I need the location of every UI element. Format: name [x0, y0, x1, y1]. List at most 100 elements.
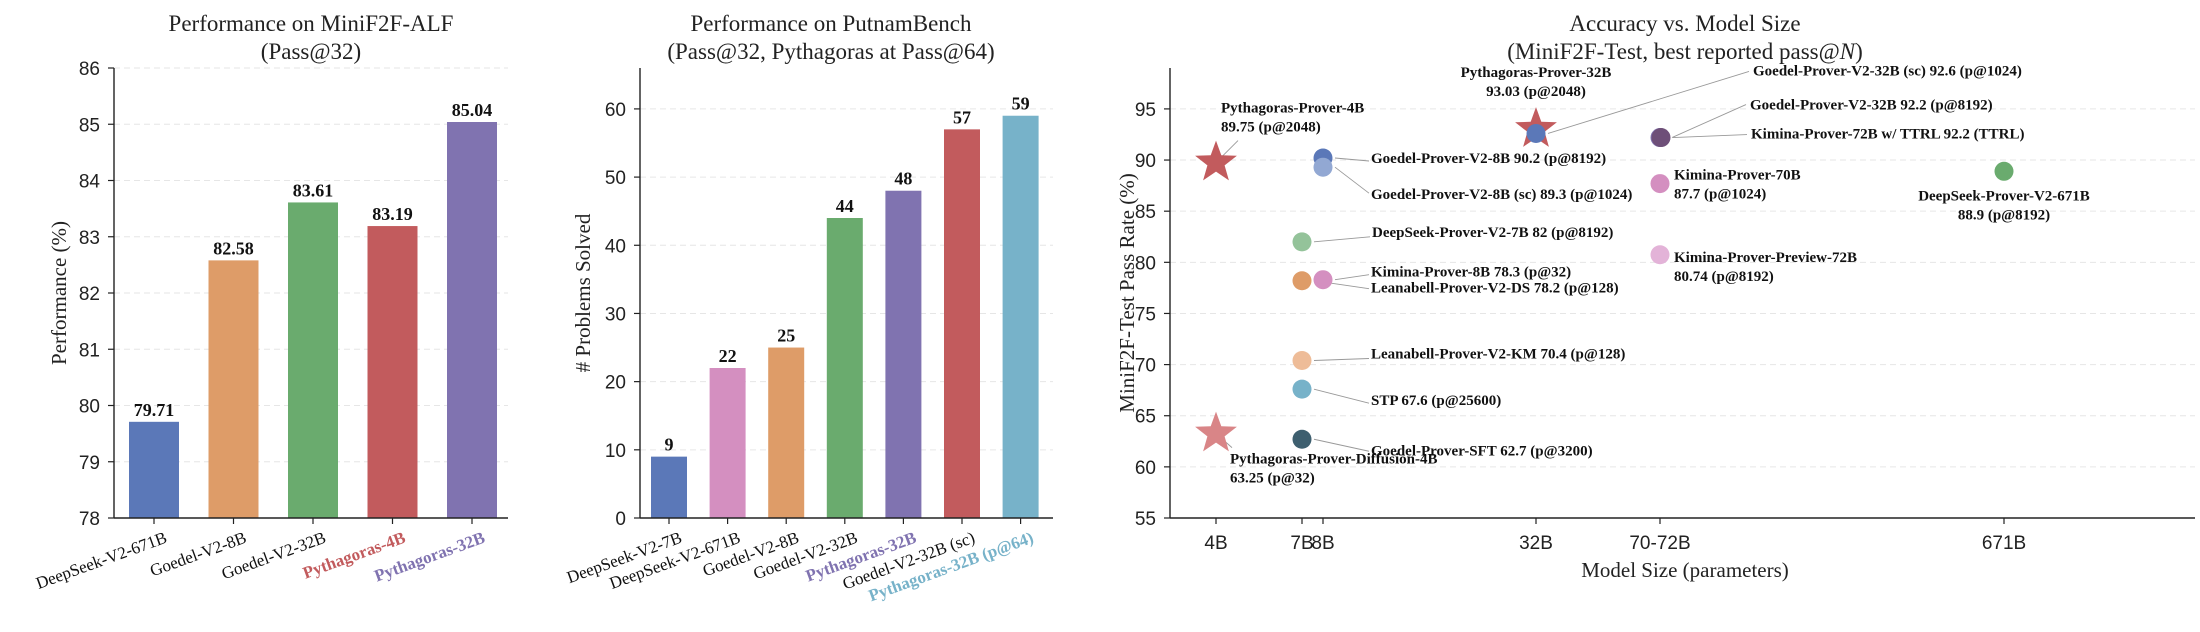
point-label: Kimina-Prover-70B 87.7 (p@1024): [1674, 168, 1801, 203]
y-tick-label: 65: [1135, 407, 1156, 428]
y-tick-label: 70: [1135, 356, 1156, 377]
point-label: Pythagoras-Prover-4B 89.75 (p@2048): [1221, 101, 1364, 136]
bar: [129, 421, 179, 518]
bar-value-label: 83.19: [372, 204, 413, 224]
scatter-point: [1526, 123, 1546, 143]
scatter-point: [1292, 271, 1312, 291]
leader-line: [1334, 166, 1370, 194]
y-tick-label: 0: [615, 509, 626, 530]
scatter-point: [1994, 161, 2014, 181]
point-label: Pythagoras-Prover-32B 93.03 (p@2048): [1461, 65, 1612, 100]
point-label: Leanabell-Prover-V2-KM 70.4 (p@128): [1371, 347, 1625, 363]
putnambench-bar-chart: Performance on PutnamBench (Pass@32, Pyt…: [564, 11, 1053, 605]
x-tick-label: DeepSeek-V2-671B: [33, 528, 169, 593]
chart-2-title: Performance on PutnamBench: [690, 11, 972, 36]
bar: [288, 202, 338, 518]
bar: [208, 260, 259, 518]
bar-value-label: 9: [665, 435, 674, 455]
star-point: [1195, 411, 1237, 452]
y-tick-label: 50: [605, 168, 626, 189]
bar: [1002, 115, 1039, 519]
point-label: Goedel-Prover-V2-8B 90.2 (p@8192): [1371, 151, 1606, 167]
y-tick-label: 10: [605, 441, 626, 462]
point-label: DeepSeek-Prover-V2-7B 82 (p@8192): [1372, 225, 1613, 241]
bar-value-label: 83.61: [293, 180, 334, 200]
point-label: Goedel-Prover-V2-32B (sc) 92.6 (p@1024): [1753, 63, 2022, 79]
point-label: Pythagoras-Prover-Diffusion-4B 63.25 (p@3…: [1230, 452, 1437, 487]
bar-value-label: 25: [777, 326, 795, 346]
bar: [885, 190, 922, 518]
scatter-point: [1292, 351, 1312, 370]
x-tick-label: 7B: [1290, 533, 1313, 554]
y-tick-label: 95: [1135, 100, 1156, 121]
bar-value-label: 82.58: [213, 238, 254, 258]
point-label: Leanabell-Prover-V2-DS 78.2 (p@128): [1371, 281, 1619, 297]
y-tick-label: 80: [1135, 253, 1156, 274]
chart-1-subtitle: (Pass@32): [261, 39, 361, 64]
y-tick-label: 83: [79, 228, 100, 249]
y-tick-label: 20: [605, 373, 626, 394]
scatter-point: [1313, 157, 1333, 177]
scatter-point: [1292, 232, 1312, 252]
point-label: Kimina-Prover-Preview-72B 80.74 (p@8192): [1674, 250, 1857, 285]
leader-line: [1334, 157, 1370, 162]
y-tick-label: 81: [79, 340, 100, 361]
leader-line: [1672, 134, 1748, 138]
y-tick-label: 78: [79, 509, 100, 530]
chart-2-y-axis-label: # Problems Solved: [571, 213, 595, 372]
scatter-point: [1292, 429, 1312, 449]
accuracy-vs-size-scatter: Accuracy vs. Model Size (MiniF2F-Test, b…: [1115, 11, 2195, 582]
y-tick-label: 79: [79, 453, 100, 474]
point-label: Goedel-Prover-V2-32B 92.2 (p@8192): [1750, 98, 1993, 114]
y-tick-label: 60: [605, 100, 626, 121]
star-point: [1195, 140, 1237, 181]
leader-line: [1547, 71, 1750, 134]
leader-line: [1313, 438, 1370, 452]
leader-line: [1313, 236, 1371, 243]
chart-3-x-axis-label: Model Size (parameters): [1581, 558, 1789, 582]
scatter-point: [1292, 379, 1312, 399]
point-label: Kimina-Prover-72B w/ TTRL 92.2 (TTRL): [1751, 127, 2024, 143]
bar: [447, 122, 497, 518]
y-tick-label: 86: [79, 59, 100, 80]
y-tick-label: 40: [605, 236, 626, 257]
bar: [367, 226, 418, 518]
point-label: Kimina-Prover-8B 78.3 (p@32): [1371, 265, 1571, 281]
scatter-point: [1313, 270, 1333, 290]
leader-line: [1313, 358, 1370, 361]
x-tick-label: 32B: [1519, 533, 1553, 554]
bar-value-label: 85.04: [452, 100, 493, 120]
bar: [944, 129, 980, 518]
bar-value-label: 44: [836, 196, 854, 216]
bar: [826, 218, 863, 518]
y-tick-label: 75: [1135, 304, 1156, 325]
chart-3-subtitle: (MiniF2F-Test, best reported pass@N): [1507, 39, 1863, 64]
y-tick-label: 90: [1135, 151, 1156, 172]
scatter-point: [1651, 128, 1671, 148]
x-tick-label: 8B: [1311, 533, 1334, 554]
chart-3-title: Accuracy vs. Model Size: [1569, 11, 1800, 36]
bar-value-label: 48: [894, 169, 912, 189]
bar: [709, 368, 746, 518]
y-tick-label: 85: [79, 115, 100, 136]
bar: [651, 456, 687, 518]
bar: [768, 347, 805, 518]
bar-value-label: 79.71: [134, 400, 175, 420]
bar-value-label: 59: [1012, 94, 1030, 114]
point-label: Goedel-Prover-SFT 62.7 (p@3200): [1371, 443, 1593, 459]
y-tick-label: 85: [1135, 202, 1156, 223]
bar-value-label: 57: [953, 107, 971, 127]
x-tick-label: 671B: [1982, 533, 2026, 554]
chart-3-y-axis-label: MiniF2F-Test Pass Rate (%): [1115, 173, 1139, 412]
chart-2-subtitle: (Pass@32, Pythagoras at Pass@64): [667, 39, 994, 64]
y-tick-label: 60: [1135, 458, 1156, 479]
point-label: Goedel-Prover-V2-8B (sc) 89.3 (p@1024): [1371, 187, 1632, 203]
x-tick-label: 70-72B: [1629, 533, 1690, 554]
y-tick-label: 80: [79, 397, 100, 418]
leader-line: [1671, 104, 1747, 138]
bar-value-label: 22: [719, 346, 737, 366]
scatter-point: [1650, 245, 1670, 265]
leader-line: [1334, 274, 1370, 281]
chart-1-title: Performance on MiniF2F-ALF: [169, 11, 454, 36]
point-label: DeepSeek-Prover-V2-671B 88.9 (p@8192): [1918, 188, 2090, 223]
